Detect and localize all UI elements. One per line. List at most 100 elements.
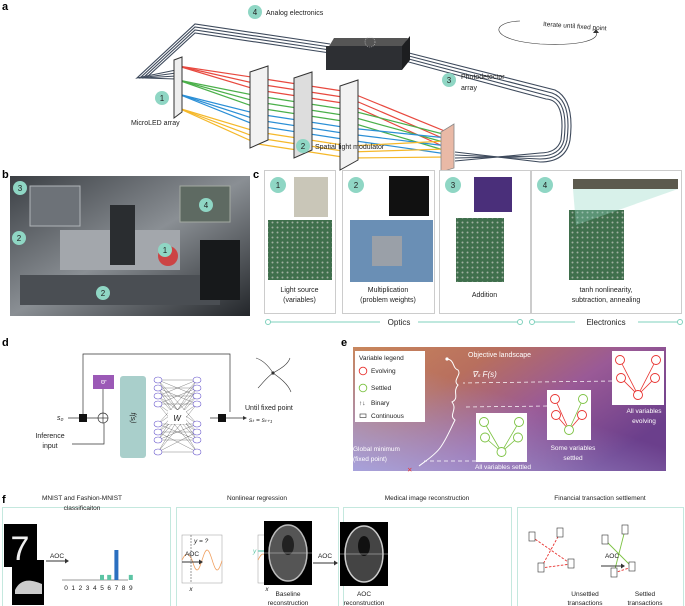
variable-node — [577, 410, 587, 420]
digit-tick-label: 0 — [64, 585, 68, 592]
beam — [177, 65, 259, 85]
bias-label: b — [99, 380, 106, 384]
link — [637, 359, 657, 396]
number-badge — [442, 73, 456, 87]
digit-tick-label: 6 — [107, 585, 111, 592]
settled-label: Settled — [635, 591, 656, 598]
output-node — [192, 428, 202, 436]
class-bar-9 — [128, 574, 133, 580]
panel-f: f MNIST and Fashion-MNIST classificaiton… — [2, 494, 684, 606]
binary-icon: ↑↓ — [359, 400, 366, 407]
badge-number: 4 — [204, 201, 209, 210]
panel-label-c: c — [253, 169, 259, 181]
output-node — [192, 420, 202, 428]
building-icon — [567, 558, 575, 569]
input-node — [153, 376, 163, 384]
badge-number: 4 — [253, 8, 258, 17]
card-caption: tanh nonlinearity, — [580, 287, 633, 294]
beam — [177, 93, 259, 115]
global-minimum-label: Global minimum — [353, 446, 400, 453]
building-icon — [556, 527, 564, 538]
financial-card — [517, 507, 684, 606]
legend-binary: Binary — [371, 400, 390, 407]
beam — [348, 103, 448, 149]
settled-label-2: transactions — [627, 600, 663, 606]
legend-settled: Settled — [371, 385, 392, 392]
beam — [348, 139, 448, 155]
beam — [348, 148, 448, 153]
setup-photo — [10, 176, 250, 316]
input-node — [153, 428, 163, 436]
unsettled-link — [613, 566, 633, 574]
weights-box — [168, 410, 186, 424]
input-node — [153, 448, 163, 456]
variable-node — [650, 373, 660, 383]
unsettled-link — [540, 532, 561, 569]
zoom-highlight — [573, 189, 678, 225]
panel-c: c 1 Light source (variables) 2 Multiplicatio… — [253, 169, 683, 327]
number-badge — [12, 231, 26, 245]
microled-label: MicroLED array — [131, 120, 180, 127]
building-body — [528, 531, 536, 542]
lens-plane — [249, 65, 269, 149]
beam — [177, 79, 259, 97]
variable-node — [615, 355, 625, 365]
electronics-board-photo — [569, 210, 624, 280]
badge-number: 3 — [447, 76, 452, 85]
state-all-evolving — [612, 351, 664, 405]
feedback-cables — [135, 23, 572, 163]
legend-continuous: Continuous — [371, 413, 405, 420]
number-badge — [248, 5, 262, 19]
optics-label: Optics — [388, 318, 411, 327]
beam — [348, 156, 448, 159]
slm-plane — [293, 71, 313, 159]
digit-tick-label: 1 — [71, 585, 75, 592]
number-badge — [445, 177, 461, 193]
variable-node — [551, 410, 561, 420]
inference-label: Inference — [35, 433, 64, 440]
component-card-4: 4 tanh nonlinearity, subtraction, annealin… — [531, 170, 682, 314]
digit-tick-label: 9 — [129, 585, 133, 592]
switch-block — [79, 414, 87, 422]
variable-node — [480, 432, 490, 443]
mnist-aoc-label: AOC — [50, 553, 64, 560]
building-icon — [537, 562, 545, 573]
microled-plane — [173, 56, 183, 119]
slm-pattern-closeup — [389, 176, 429, 216]
query-label: y = ? — [193, 538, 209, 545]
slm-marker: 2 Spatial light modulator — [296, 139, 385, 153]
continuous-icon — [359, 413, 367, 418]
variable-node — [479, 417, 489, 427]
variable-node — [616, 373, 626, 383]
gradient-label: ∇ₛ F(s) — [472, 370, 497, 379]
photodetector-marker: 3 Photodetector array — [442, 73, 505, 92]
beam — [177, 93, 259, 121]
legend-title: Variable legend — [359, 355, 404, 362]
building-icon — [610, 567, 618, 578]
badge-number: 3 — [451, 181, 456, 190]
beam — [348, 109, 448, 136]
iterate-label: Iterate until fixed point — [543, 21, 607, 32]
beam — [348, 97, 448, 141]
card-caption: Addition — [472, 292, 497, 299]
weight-edge — [157, 379, 198, 397]
variable-node — [651, 355, 661, 365]
output-node — [192, 376, 202, 384]
electronics-marker: 4 Analog electronics — [248, 5, 324, 19]
panel-label-b: b — [2, 169, 9, 181]
some-settled-caption: Some variables — [551, 445, 597, 452]
card-caption: Light source — [280, 287, 318, 294]
cable — [144, 32, 563, 162]
number-badge — [537, 177, 553, 193]
nonlinearity-label: f(sᵢ) — [129, 413, 136, 424]
mnist-card — [2, 507, 171, 606]
beam — [177, 107, 259, 133]
panel-label-d: d — [2, 337, 9, 349]
feedback-line — [82, 353, 231, 414]
nonlinearity-block — [120, 376, 146, 458]
fit-curve — [181, 549, 223, 571]
building-body — [601, 534, 609, 545]
microled-board-photo — [268, 220, 332, 280]
